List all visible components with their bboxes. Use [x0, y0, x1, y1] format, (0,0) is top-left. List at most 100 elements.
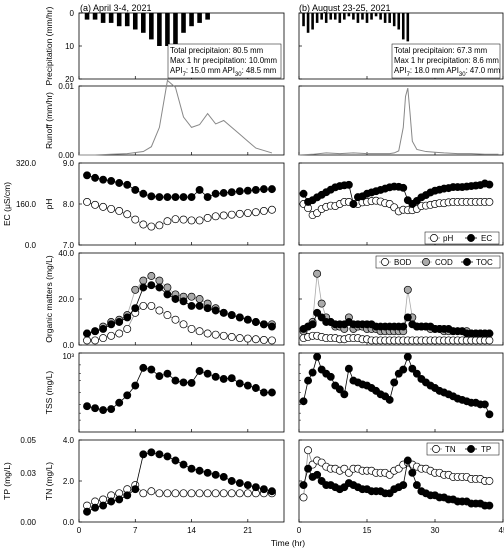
precip-bar — [374, 13, 378, 17]
ph-point — [115, 207, 124, 215]
precip-bar — [406, 13, 410, 42]
stats-box — [167, 43, 282, 79]
precip-bar — [324, 13, 328, 23]
stats-max: Max 1 hr precipitation: 8.6 mm — [394, 56, 499, 65]
precip-bar — [92, 13, 98, 20]
cod-point — [147, 272, 156, 280]
runoff-tick-label: 0.01 — [58, 82, 74, 91]
runoff-tick-label: 0.00 — [58, 151, 74, 160]
ph-point — [155, 221, 164, 230]
stats-total: Total precipitaion: 80.5 mm — [170, 46, 263, 55]
tss-point — [227, 374, 236, 383]
ec-point — [179, 193, 188, 202]
x-tick-label: 45 — [499, 526, 504, 535]
bod-point — [485, 336, 494, 345]
runoff-axis-label: Runoff (mm/hr) — [44, 92, 54, 149]
ec-tick-label: 320.0 — [16, 159, 37, 168]
stats-api-part: : 48.5 mm — [242, 66, 277, 75]
bod-point — [91, 336, 100, 345]
bod-point — [123, 324, 132, 333]
tp-point — [115, 495, 124, 504]
ec-point — [299, 189, 308, 198]
bod-point — [211, 330, 220, 339]
precip-bar — [370, 13, 373, 20]
tp-point — [259, 485, 268, 494]
legend-box — [426, 442, 500, 456]
toc-point — [211, 306, 220, 315]
panel-frame-1-1 — [298, 85, 504, 156]
ec-tick-label: 160.0 — [16, 200, 37, 209]
ph-point — [83, 197, 91, 206]
tn-tick-label: 0.0 — [63, 518, 75, 527]
tn-point — [155, 489, 164, 498]
ec-point — [195, 185, 204, 194]
ec-line — [86, 174, 272, 198]
precip-bar — [329, 13, 333, 20]
ph-point — [243, 209, 252, 217]
cod-point — [187, 292, 196, 301]
tss-point — [299, 397, 308, 406]
ec-point — [399, 183, 408, 192]
tss-point — [187, 378, 196, 387]
toc-point — [485, 329, 494, 338]
tp-tick-label: 0.03 — [20, 469, 36, 478]
ph-point — [203, 213, 212, 222]
stats-api: API7: 18.0 mm API30: 47.0 mm — [394, 66, 500, 78]
precip-bar — [165, 13, 170, 46]
precip-bar — [383, 13, 387, 23]
legend-marker — [422, 258, 430, 266]
precip-bar — [356, 13, 360, 23]
toc-point — [163, 290, 172, 299]
precip-bar — [205, 13, 210, 20]
tp-point — [251, 483, 260, 492]
tp-point — [485, 501, 494, 510]
ph-point — [259, 207, 268, 215]
ph-point — [227, 210, 236, 219]
ph-point — [171, 215, 180, 224]
precip-bar — [401, 13, 405, 40]
ec-point — [155, 193, 164, 202]
ec-tick-label: 0.0 — [25, 241, 37, 250]
tss-point — [99, 406, 108, 414]
tn-point — [304, 446, 313, 455]
precip-bar — [388, 13, 391, 23]
cod-point — [155, 276, 164, 285]
bod-point — [259, 335, 268, 344]
toc-point — [235, 313, 244, 322]
tp-point — [131, 485, 140, 494]
runoff-line — [298, 87, 499, 156]
tp-point — [211, 470, 220, 479]
ph-point — [235, 209, 244, 218]
precip-bar — [189, 13, 194, 27]
tp-point — [163, 452, 172, 461]
stats-api-part: 30 — [235, 72, 242, 78]
tss-point — [304, 376, 313, 385]
cod-point — [163, 283, 172, 292]
tn-point — [227, 489, 236, 498]
tss-point — [308, 368, 317, 377]
cod-point — [139, 276, 148, 285]
toc-point — [115, 318, 124, 326]
tp-point — [91, 503, 100, 512]
tp-point — [99, 501, 108, 510]
tp-tick-label: 0.00 — [20, 518, 36, 527]
tn-point — [203, 489, 212, 498]
tp-point — [403, 456, 412, 465]
ec-point — [115, 179, 124, 187]
ec-point — [131, 185, 140, 194]
legend-box — [424, 231, 500, 245]
bod-point — [83, 336, 91, 345]
tss-point — [408, 364, 417, 373]
tn-point — [243, 489, 252, 498]
ph-tick-label: 9.0 — [63, 159, 75, 168]
toc-point — [147, 281, 156, 290]
tp-point — [227, 477, 236, 485]
bod-point — [187, 324, 196, 333]
cod-point — [313, 269, 322, 278]
ph-point — [195, 216, 204, 225]
precip-bar — [347, 13, 351, 17]
stats-api: API7: 15.0 mm API30: 48.5 mm — [170, 66, 276, 78]
tn-tick-label: 2.0 — [63, 477, 75, 486]
bod-point — [155, 306, 164, 315]
ph-point — [131, 215, 140, 224]
